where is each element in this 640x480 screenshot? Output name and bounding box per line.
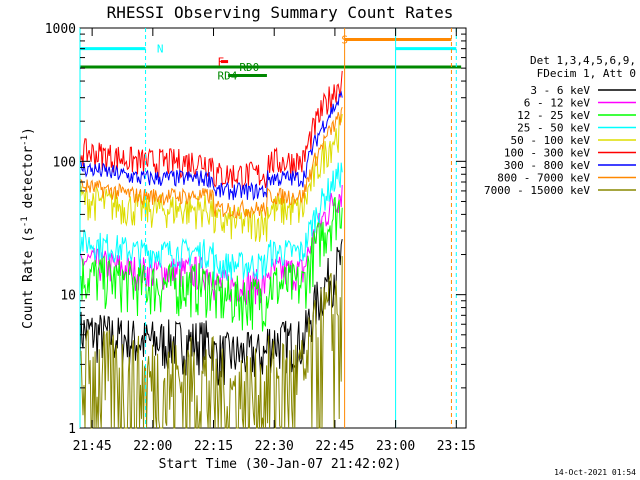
plot-area: NSFRD0RD4 (79, 27, 467, 429)
y-axis-label-mid: detector (21, 146, 36, 217)
legend-label-7: 800 - 7000 keV (497, 172, 590, 185)
state-bar-label-4: RD0 (239, 61, 259, 74)
series-line-8 (79, 256, 343, 429)
legend-label-3: 25 - 50 keV (517, 122, 590, 135)
series-line-3 (79, 162, 343, 281)
state-bar-label-5: RD4 (218, 70, 238, 83)
series-line-7 (79, 106, 343, 219)
legend-label-2: 12 - 25 keV (517, 109, 590, 122)
x-axis-label: Start Time (30-Jan-07 21:42:02) (159, 457, 402, 472)
y-tick-label-0: 1000 (45, 22, 76, 37)
series-line-5 (79, 70, 343, 190)
y-tick-label-1: 100 (53, 155, 76, 170)
legend-header-line-2: FDecim 1, Att 0 (537, 67, 636, 80)
x-tick-label-4: 22:45 (315, 439, 354, 454)
svg-text:Count Rate (s-1 detector-1): Count Rate (s-1 detector-1) (20, 127, 36, 329)
series-line-6 (79, 90, 343, 201)
plot-frame (79, 27, 467, 429)
legend-label-6: 300 - 800 keV (504, 159, 590, 172)
x-tick-label-1: 22:00 (133, 439, 172, 454)
legend-label-5: 100 - 300 keV (504, 147, 590, 160)
y-axis-label-sup2: -1 (20, 135, 30, 146)
legend: Det 1,3,4,5,6,9, FDecim 1, Att 0 3 - 6 k… (484, 54, 636, 197)
footer-timestamp: 14-Oct-2021 01:54 (554, 468, 636, 477)
series-line-2 (79, 196, 343, 332)
x-tick-label-0: 21:45 (73, 439, 112, 454)
y-tick-label-2: 10 (60, 289, 76, 304)
y-axis-label-main: Count Rate (s (21, 227, 36, 329)
series-line-1 (79, 184, 343, 305)
state-bar-label-0: N (157, 43, 164, 56)
y-axis-label-end: ) (21, 127, 36, 135)
x-tick-label-3: 22:30 (255, 439, 294, 454)
x-tick-label-2: 22:15 (194, 439, 233, 454)
legend-label-4: 50 - 100 keV (511, 134, 591, 147)
legend-header-line-1: Det 1,3,4,5,6,9, (530, 54, 636, 67)
series-line-4 (79, 113, 343, 242)
legend-label-1: 6 - 12 keV (524, 97, 591, 110)
state-bar-label-3: F (218, 56, 225, 69)
y-axis-label: Count Rate (s-1 detector-1) (20, 127, 36, 329)
x-tick-label-6: 23:15 (437, 439, 476, 454)
legend-label-0: 3 - 6 keV (530, 84, 590, 97)
x-tick-label-5: 23:00 (376, 439, 415, 454)
y-tick-label-3: 1 (68, 422, 76, 437)
y-axis-label-sup1: -1 (20, 216, 30, 227)
legend-label-8: 7000 - 15000 keV (484, 184, 590, 197)
chart-title: RHESSI Observing Summary Count Rates (107, 3, 454, 22)
series-line-0 (79, 239, 343, 386)
